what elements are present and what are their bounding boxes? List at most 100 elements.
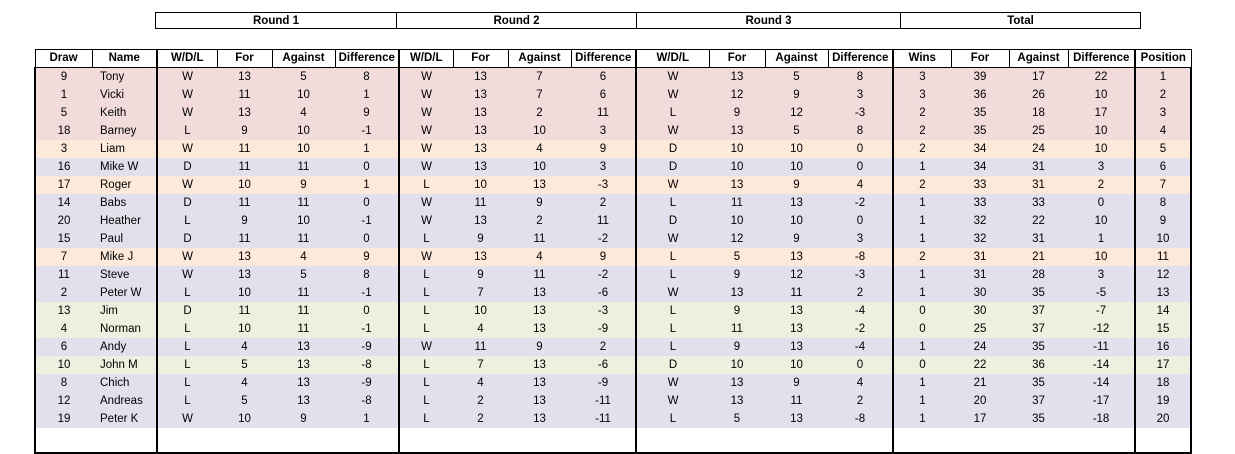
- cell-r3-wdl: D: [635, 212, 709, 230]
- cell-total-difference: 2: [1068, 176, 1135, 194]
- cell-position: 9: [1134, 212, 1192, 230]
- cell-r2-against: 4: [508, 248, 571, 266]
- cell-r3-against: 12: [765, 266, 828, 284]
- cell-r2-for: 4: [453, 320, 508, 338]
- header-draw: Draw: [34, 49, 93, 68]
- cell-r2-wdl: L: [398, 230, 453, 248]
- cell-total-against: 35: [1009, 410, 1068, 428]
- cell-r1-for: 9: [217, 122, 272, 140]
- header-position: Position: [1134, 49, 1192, 68]
- header-total-difference: Difference: [1067, 49, 1136, 68]
- cell-r2-wdl: W: [398, 67, 453, 86]
- cell-r3-wdl: W: [635, 86, 709, 104]
- header-r1-wdl: W/D/L: [156, 49, 218, 68]
- cell-r3-difference: 0: [828, 140, 893, 158]
- cell-r1-for: 13: [217, 266, 272, 284]
- cell-position: 4: [1134, 122, 1192, 140]
- cell-r3-wdl: L: [635, 302, 709, 320]
- cell-total-difference: -5: [1068, 284, 1135, 302]
- cell-r3-difference: 0: [828, 356, 893, 374]
- cell-r1-for: 5: [217, 356, 272, 374]
- round-3-header: Round 3: [636, 12, 901, 29]
- cell-r1-for: 4: [217, 374, 272, 392]
- cell-r1-against: 9: [272, 410, 335, 428]
- cell-r3-for: 5: [709, 248, 765, 266]
- cell-total-for: 32: [951, 212, 1009, 230]
- cell-r2-difference: -3: [571, 176, 636, 194]
- cell-name: Heather: [92, 212, 157, 230]
- cell-r3-against: 5: [765, 67, 828, 86]
- cell-total-difference: 17: [1068, 104, 1135, 122]
- cell-r1-wdl: D: [156, 302, 217, 320]
- table-row: 16 Mike W D 11 11 0 W 13 10 3 D 10 10 0 1 34 31 3 6: [34, 158, 1192, 176]
- cell-total-against: 18: [1009, 104, 1068, 122]
- cell-r1-against: 4: [272, 248, 335, 266]
- cell-total-against: 31: [1009, 158, 1068, 176]
- cell-total-against: 37: [1009, 302, 1068, 320]
- cell-r3-difference: 0: [828, 212, 893, 230]
- cell-total-difference: 3: [1068, 266, 1135, 284]
- cell-total-wins: 1: [892, 266, 951, 284]
- cell-total-difference: -12: [1068, 320, 1135, 338]
- cell-r3-for: 10: [709, 140, 765, 158]
- cell-r3-for: 13: [709, 122, 765, 140]
- cell-r3-difference: -4: [828, 302, 893, 320]
- cell-r3-for: 13: [709, 392, 765, 410]
- cell-total-wins: 1: [892, 392, 951, 410]
- cell-r1-wdl: D: [156, 158, 217, 176]
- table-row: 2 Peter W L 10 11 -1 L 7 13 -6 W 13 11 2 1 30 35 -5 13: [34, 284, 1192, 302]
- cell-r1-wdl: L: [156, 284, 217, 302]
- cell-position: 12: [1134, 266, 1192, 284]
- cell-total-against: 35: [1009, 338, 1068, 356]
- cell-r2-wdl: [398, 428, 453, 454]
- cell-name: Peter K: [92, 410, 157, 428]
- cell-draw: 17: [34, 176, 92, 194]
- cell-r3-for: 9: [709, 266, 765, 284]
- cell-name: John M: [92, 356, 157, 374]
- cell-r2-wdl: W: [398, 338, 453, 356]
- cell-r3-wdl: L: [635, 194, 709, 212]
- cell-name: Tony: [92, 67, 157, 86]
- cell-total-difference: -14: [1068, 356, 1135, 374]
- cell-r2-against: 13: [508, 410, 571, 428]
- cell-r3-for: 10: [709, 158, 765, 176]
- cell-r2-for: 13: [453, 140, 508, 158]
- cell-r2-difference: -11: [571, 410, 636, 428]
- cell-r3-against: 11: [765, 284, 828, 302]
- cell-r3-difference: -8: [828, 410, 893, 428]
- cell-draw: 16: [34, 158, 92, 176]
- cell-total-for: 30: [951, 302, 1009, 320]
- cell-r3-wdl: L: [635, 320, 709, 338]
- cell-draw: 13: [34, 302, 92, 320]
- cell-position: 2: [1134, 86, 1192, 104]
- cell-draw: 9: [34, 67, 92, 86]
- cell-r1-for: 10: [217, 284, 272, 302]
- cell-r2-against: 9: [508, 194, 571, 212]
- cell-draw: [34, 428, 92, 454]
- cell-r1-for: 10: [217, 176, 272, 194]
- cell-r3-wdl: L: [635, 266, 709, 284]
- cell-draw: 6: [34, 338, 92, 356]
- cell-r1-wdl: W: [156, 140, 217, 158]
- cell-position: 6: [1134, 158, 1192, 176]
- cell-name: Andy: [92, 338, 157, 356]
- cell-total-wins: 0: [892, 302, 951, 320]
- cell-r1-difference: 8: [335, 266, 399, 284]
- cell-r1-difference: 9: [335, 104, 399, 122]
- cell-total-for: 36: [951, 86, 1009, 104]
- cell-r1-against: 11: [272, 194, 335, 212]
- cell-total-wins: 1: [892, 158, 951, 176]
- table-body: 9 Tony W 13 5 8 W 13 7 6 W 13 5 8 3 39 17 22 1 1 Vicki W 11 10 1…: [34, 67, 1192, 454]
- header-r2-difference: Difference: [570, 49, 637, 68]
- table-row: 6 Andy L 4 13 -9 W 11 9 2 L 9 13 -4 1 24 35 -11 16: [34, 338, 1192, 356]
- cell-draw: 14: [34, 194, 92, 212]
- cell-r1-for: [217, 428, 272, 454]
- cell-r2-wdl: L: [398, 284, 453, 302]
- cell-position: 5: [1134, 140, 1192, 158]
- cell-r1-against: 10: [272, 86, 335, 104]
- cell-r3-difference: 3: [828, 230, 893, 248]
- cell-r1-difference: 0: [335, 302, 399, 320]
- cell-r2-against: [508, 428, 571, 454]
- cell-r1-wdl: L: [156, 338, 217, 356]
- header-total-for: For: [950, 49, 1010, 68]
